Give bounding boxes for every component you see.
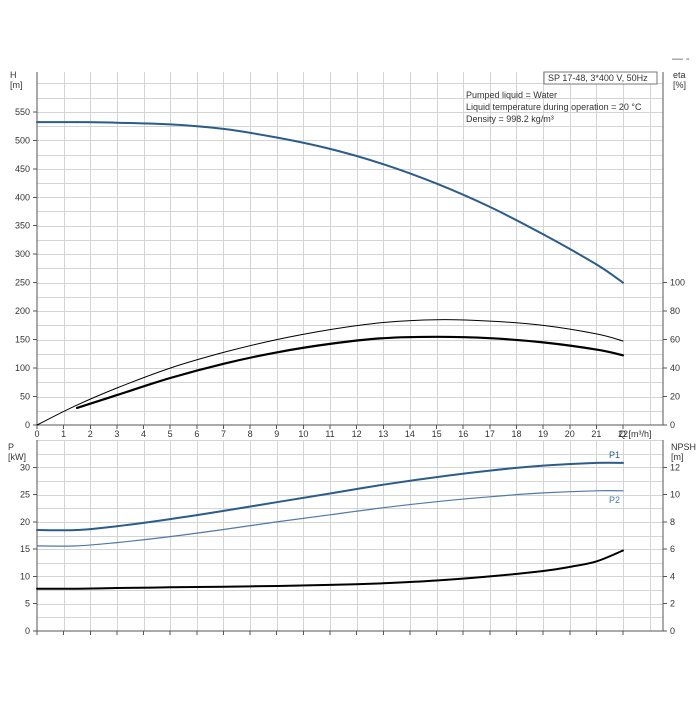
y-right-tick-label: 20 — [670, 392, 680, 402]
y-right-tick-label: 0 — [670, 626, 675, 636]
x-tick-label: 1 — [61, 429, 66, 439]
x-axis-label-flow: Q [m³/h] — [619, 429, 652, 439]
x-tick-label: 10 — [298, 429, 308, 439]
series-line — [75, 335, 625, 409]
y-right-tick-label: 100 — [670, 278, 685, 288]
x-tick-label: 2 — [88, 429, 93, 439]
y-left-tick-label: 350 — [15, 221, 30, 231]
axis-label-line: [m] — [10, 80, 23, 90]
x-tick-label: 6 — [194, 429, 199, 439]
top-right-marker: — - — [672, 53, 690, 65]
y-left-tick-label: 0 — [25, 626, 30, 636]
x-tick-label: 0 — [34, 429, 39, 439]
bottom-chart-axes — [36, 440, 664, 632]
y-left-tick-label: 15 — [20, 544, 30, 554]
y-right-tick-label: 2 — [670, 599, 675, 609]
y-right-tick-label: 0 — [670, 420, 675, 430]
y-left-tick-label: 5 — [25, 599, 30, 609]
y-left-tick-label: 50 — [20, 392, 30, 402]
y-axis-label-eta: eta [%] — [673, 70, 686, 90]
y-left-tick-label: 20 — [20, 517, 30, 527]
y-right-tick-label: 60 — [670, 335, 680, 345]
x-tick-label: 15 — [432, 429, 442, 439]
x-tick-label: 16 — [458, 429, 468, 439]
axis-label-line: NPSH — [671, 442, 696, 452]
y-right-tick-label: 10 — [670, 490, 680, 500]
y-left-tick-label: 150 — [15, 335, 30, 345]
series-line — [36, 490, 624, 547]
top-chart-tick-labels: 0 1 2 3 4 5 6 7 8 9 10 11 12 13 14 15 16 17 18 19 20 21 220501… — [15, 107, 685, 439]
x-tick-label: 5 — [168, 429, 173, 439]
bottom-chart-series: P1 P2 — [36, 450, 624, 590]
legend-box: SP 17-48, 3*400 V, 50Hz Pumped liquid = … — [466, 71, 658, 124]
series-line — [76, 121, 624, 284]
y-axis-label-head: H [m] — [10, 70, 23, 90]
x-tick-label: 4 — [141, 429, 146, 439]
x-tick-label: 12 — [352, 429, 362, 439]
x-tick-label: 7 — [221, 429, 226, 439]
y-right-tick-label: 6 — [670, 544, 675, 554]
y-left-tick-label: 400 — [15, 192, 30, 202]
legend-density: Density = 998.2 kg/m³ — [466, 114, 554, 124]
axis-label-line: P — [8, 442, 14, 452]
y-left-tick-label: 30 — [20, 462, 30, 472]
x-tick-label: 17 — [485, 429, 495, 439]
y-left-tick-label: 25 — [20, 490, 30, 500]
legend-title-box — [543, 71, 658, 85]
bottom-chart-grid — [37, 440, 663, 631]
y-left-tick-label: 200 — [15, 306, 30, 316]
legend-temperature: Liquid temperature during operation = 20… — [466, 102, 642, 112]
series-line — [36, 461, 624, 532]
series-label: P1 — [609, 450, 620, 460]
y-left-tick-label: 300 — [15, 249, 30, 259]
x-tick-label: 11 — [325, 429, 334, 439]
legend-liquid: Pumped liquid = Water — [466, 90, 557, 100]
x-tick-label: 9 — [274, 429, 279, 439]
axis-label-line: [m] — [671, 452, 684, 462]
x-tick-label: 14 — [405, 429, 415, 439]
bottom-chart-tick-labels: 0 5 10 15 20 25 30 0 2 4 6 8 10 12 — [20, 462, 680, 636]
x-tick-label: 13 — [378, 429, 388, 439]
y-right-tick-label: 12 — [670, 462, 680, 472]
top-chart-series — [36, 121, 625, 426]
axis-label-line: [kW] — [8, 452, 26, 462]
y-right-tick-label: 40 — [670, 363, 680, 373]
y-right-tick-label: 4 — [670, 571, 675, 581]
x-tick-label: 21 — [591, 429, 601, 439]
series-label: P2 — [609, 495, 620, 505]
y-left-tick-label: 0 — [25, 420, 30, 430]
axis-label-line: eta — [673, 70, 686, 80]
y-left-tick-label: 100 — [15, 363, 30, 373]
x-tick-label: 19 — [538, 429, 548, 439]
series-line — [36, 319, 624, 426]
axis-label-line: [%] — [673, 80, 686, 90]
x-tick-label: 22 — [618, 429, 628, 439]
x-tick-label: 18 — [511, 429, 521, 439]
axis-label-line: H — [10, 70, 17, 80]
top-chart-axes — [36, 72, 664, 426]
x-tick-label: 8 — [248, 429, 253, 439]
series-line — [36, 549, 624, 590]
y-left-tick-label: 10 — [20, 571, 30, 581]
y-left-tick-label: 450 — [15, 164, 30, 174]
y-axis-label-power: P [kW] — [8, 442, 26, 462]
y-axis-label-npsh: NPSH [m] — [671, 442, 696, 462]
y-left-tick-label: 500 — [15, 135, 30, 145]
y-left-tick-label: 550 — [15, 107, 30, 117]
y-left-tick-label: 250 — [15, 278, 30, 288]
legend-title: SP 17-48, 3*400 V, 50Hz — [548, 73, 648, 83]
y-right-tick-label: 80 — [670, 306, 680, 316]
x-tick-label: 20 — [565, 429, 575, 439]
y-right-tick-label: 8 — [670, 517, 675, 527]
x-tick-label: 3 — [114, 429, 119, 439]
